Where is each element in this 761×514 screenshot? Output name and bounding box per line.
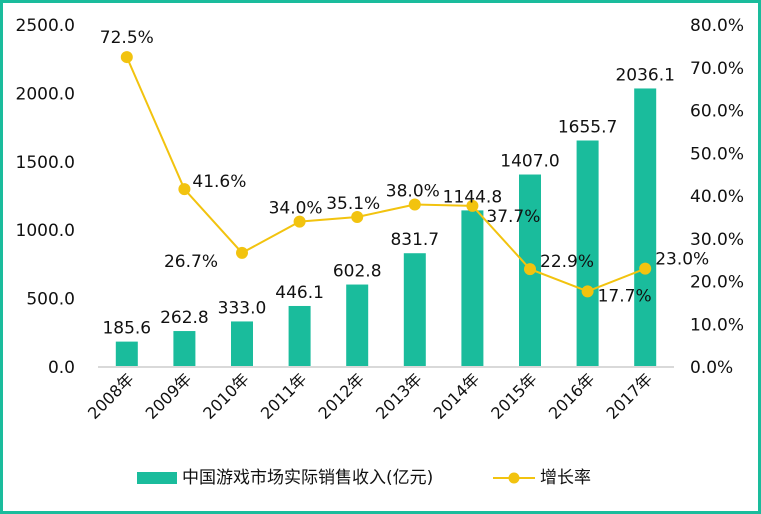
growth-marker — [178, 183, 191, 196]
left-tick-label: 2000.0 — [16, 84, 75, 104]
bar — [634, 88, 657, 367]
bar — [346, 284, 369, 367]
category-label: 2011年 — [257, 369, 311, 423]
category-label: 2013年 — [372, 369, 426, 423]
growth-value-label: 17.7% — [598, 286, 652, 306]
bar-value-label: 1144.8 — [443, 187, 502, 207]
bar — [288, 305, 311, 367]
growth-value-label: 35.1% — [326, 194, 380, 214]
growth-value-label: 38.0% — [386, 182, 440, 202]
right-tick-label: 30.0% — [690, 230, 744, 250]
category-label: 2009年 — [142, 369, 196, 423]
right-tick-label: 10.0% — [690, 315, 744, 335]
growth-marker — [120, 51, 133, 64]
bar-value-label: 2036.1 — [615, 65, 674, 85]
right-tick-label: 60.0% — [690, 102, 744, 122]
legend-label-bar: 中国游戏市场实际销售收入(亿元) — [182, 468, 433, 488]
bar-value-label: 1655.7 — [558, 118, 617, 138]
growth-value-label: 34.0% — [269, 199, 323, 219]
legend: 中国游戏市场实际销售收入(亿元) 增长率 — [137, 468, 591, 488]
growth-marker — [639, 262, 652, 275]
bar — [403, 253, 426, 367]
category-label: 2008年 — [84, 369, 138, 423]
left-tick-label: 2500.0 — [16, 16, 75, 36]
growth-value-label: 37.7% — [486, 207, 540, 227]
bar-value-label: 185.6 — [102, 319, 151, 339]
growth-value-label: 72.5% — [100, 28, 154, 48]
right-tick-label: 0.0% — [690, 358, 733, 378]
category-label: 2016年 — [545, 369, 599, 423]
right-tick-label: 80.0% — [690, 16, 744, 36]
growth-line — [125, 56, 646, 293]
left-tick-label: 1000.0 — [16, 221, 75, 241]
bar — [231, 321, 253, 367]
growth-marker — [351, 210, 364, 223]
legend-label-line: 增长率 — [540, 468, 591, 488]
category-label: 2010年 — [199, 369, 253, 423]
bar-value-label: 446.1 — [275, 283, 324, 303]
category-label: 2014年 — [430, 369, 484, 423]
left-tick-label: 1500.0 — [16, 153, 75, 173]
category-label: 2012年 — [314, 369, 368, 423]
bar-value-label: 1407.0 — [500, 152, 559, 172]
category-label: 2015年 — [487, 369, 541, 423]
growth-marker — [581, 285, 594, 298]
right-tick-label: 70.0% — [690, 59, 744, 79]
left-tick-label: 500.0 — [26, 290, 75, 310]
right-tick-label: 20.0% — [690, 273, 744, 293]
legend-swatch-bar — [137, 472, 177, 484]
growth-value-label: 23.0% — [655, 250, 709, 270]
growth-value-label: 41.6% — [192, 172, 246, 192]
bar-value-label: 831.7 — [390, 230, 439, 250]
bar-value-label: 602.8 — [333, 262, 382, 282]
bar — [173, 331, 196, 367]
left-tick-label: 0.0 — [48, 358, 75, 378]
bar — [461, 210, 484, 367]
growth-marker — [524, 263, 536, 276]
legend-marker — [508, 472, 520, 484]
growth-value-label: 22.9% — [540, 252, 594, 272]
bar-value-label: 333.0 — [218, 298, 267, 318]
growth-marker — [408, 198, 421, 211]
growth-marker — [236, 246, 248, 259]
growth-marker — [466, 199, 479, 212]
right-tick-label: 50.0% — [690, 144, 744, 164]
growth-value-label: 26.7% — [164, 252, 218, 272]
bar-value-label: 262.8 — [160, 308, 209, 328]
growth-marker — [293, 215, 306, 228]
right-tick-label: 40.0% — [690, 187, 744, 207]
bar — [115, 341, 138, 367]
bar — [576, 140, 599, 367]
category-label: 2017年 — [602, 369, 656, 423]
